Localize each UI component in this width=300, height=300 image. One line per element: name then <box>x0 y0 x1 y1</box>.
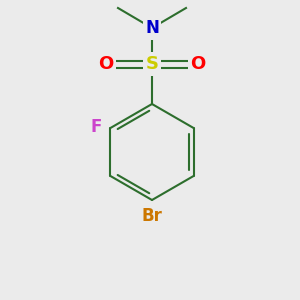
Text: F: F <box>91 118 102 136</box>
Text: S: S <box>146 55 158 73</box>
Text: N: N <box>145 19 159 37</box>
Text: Br: Br <box>142 207 162 225</box>
Text: O: O <box>98 55 114 73</box>
Text: O: O <box>190 55 206 73</box>
